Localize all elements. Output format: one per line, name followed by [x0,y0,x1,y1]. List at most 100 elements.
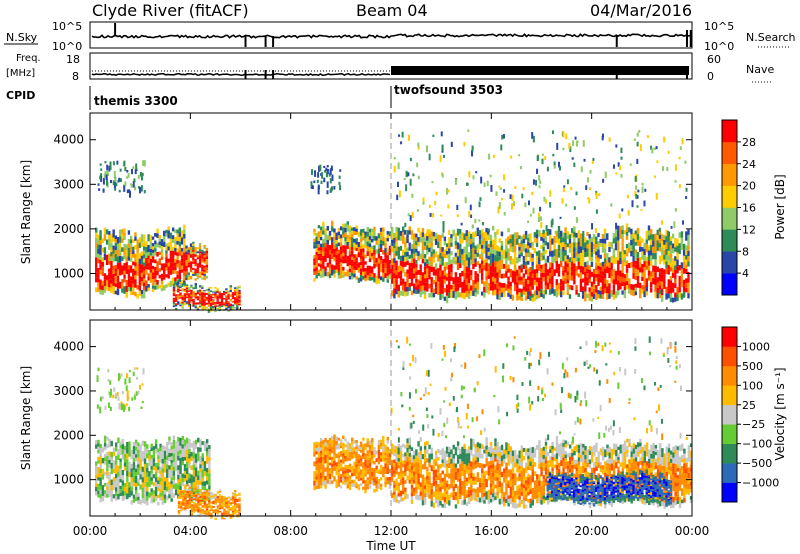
heatmap-cell [577,265,580,270]
heatmap-cell [621,273,624,278]
heatmap-cell [342,460,345,464]
heatmap-cell [353,465,356,469]
heatmap-cell [238,295,241,297]
heatmap-cell [544,272,548,277]
heatmap-cell [198,243,202,246]
heatmap-cell [510,203,513,210]
heatmap-cell [542,233,545,239]
heatmap-cell [112,281,115,286]
heatmap-cell [157,494,160,499]
heatmap-cell [198,292,202,295]
heatmap-cell [430,256,433,262]
heatmap-cell [524,202,527,208]
heatmap-cell [181,296,184,299]
heatmap-cell [531,277,534,282]
heatmap-cell [641,251,644,256]
heatmap-cell [140,281,144,286]
heatmap-cell [326,190,329,195]
heatmap-cell [348,275,352,280]
heatmap-cell [377,459,381,465]
heatmap-cell [399,260,403,266]
heatmap-cell [430,282,433,288]
heatmap-cell [342,245,345,249]
heatmap-cell [463,479,466,485]
heatmap-cell [395,486,398,491]
heatmap-cell [415,461,418,469]
heatmap-cell [652,240,655,247]
heatmap-cell [315,274,318,279]
heatmap-cell [348,446,352,449]
heatmap-cell [348,268,352,273]
heatmap-cell [231,514,235,516]
heatmap-cell [487,251,490,256]
heatmap-cell [445,262,449,266]
heatmap-cell [315,463,318,467]
heatmap-cell [538,284,541,292]
heatmap-cell [535,273,539,278]
heatmap-cell [450,141,453,147]
heatmap-cell [421,276,425,282]
heatmap-cell [174,266,177,270]
heatmap-cell [198,245,202,248]
heatmap-cell [121,229,124,234]
heatmap-cell [577,257,580,262]
heatmap-cell [128,471,131,478]
heatmap-cell [179,496,183,498]
power-y-tick-label: 3000 [53,177,84,191]
heatmap-cell [682,255,686,262]
heatmap-cell [615,172,618,175]
heatmap-cell [339,270,343,275]
heatmap-cell [625,223,629,228]
heatmap-cell [319,267,323,271]
heatmap-cell [145,246,148,253]
heatmap-cell [441,233,444,238]
heatmap-cell [348,254,352,258]
heatmap-cell [411,212,414,218]
heatmap-cell [393,452,396,456]
heatmap-cell [353,242,356,247]
heatmap-cell [511,234,515,241]
heatmap-cell [592,268,596,274]
heatmap-cell [95,482,98,487]
heatmap-cell [179,502,183,504]
heatmap-cell [141,492,145,499]
heatmap-cell [123,255,126,260]
heatmap-cell [149,269,153,273]
heatmap-cell [412,459,416,464]
heatmap-cell [463,246,466,254]
heatmap-cell [448,457,451,463]
heatmap-cell [472,290,475,296]
heatmap-cell [199,503,202,506]
heatmap-cell [229,517,233,519]
heatmap-cell [325,172,328,178]
heatmap-cell [562,271,565,276]
heatmap-cell [114,491,118,497]
heatmap-cell [399,456,403,463]
heatmap-cell [454,178,457,185]
heatmap-cell [216,300,219,302]
heatmap-cell [177,509,181,512]
heatmap-cell [158,234,161,239]
heatmap-cell [326,169,329,175]
heatmap-cell [647,230,651,236]
heatmap-cell [196,271,200,274]
heatmap-cell [641,289,644,294]
heatmap-cell [233,298,237,301]
heatmap-cell [161,486,164,491]
heatmap-cell [168,452,171,458]
heatmap-cell [179,509,183,512]
heatmap-cell [500,292,504,298]
heatmap-cell [452,495,455,500]
heatmap-cell [359,271,363,275]
heatmap-cell [654,252,657,260]
heatmap-cell [507,228,510,233]
heatmap-cell [434,251,438,258]
heatmap-cell [448,259,451,265]
heatmap-cell [197,502,200,505]
heatmap-cell [674,238,677,243]
heatmap-cell [359,248,363,253]
power-y-tick-label: 4000 [53,133,84,147]
heatmap-cell [584,242,587,248]
heatmap-cell [660,254,664,262]
heatmap-cell [441,144,444,152]
